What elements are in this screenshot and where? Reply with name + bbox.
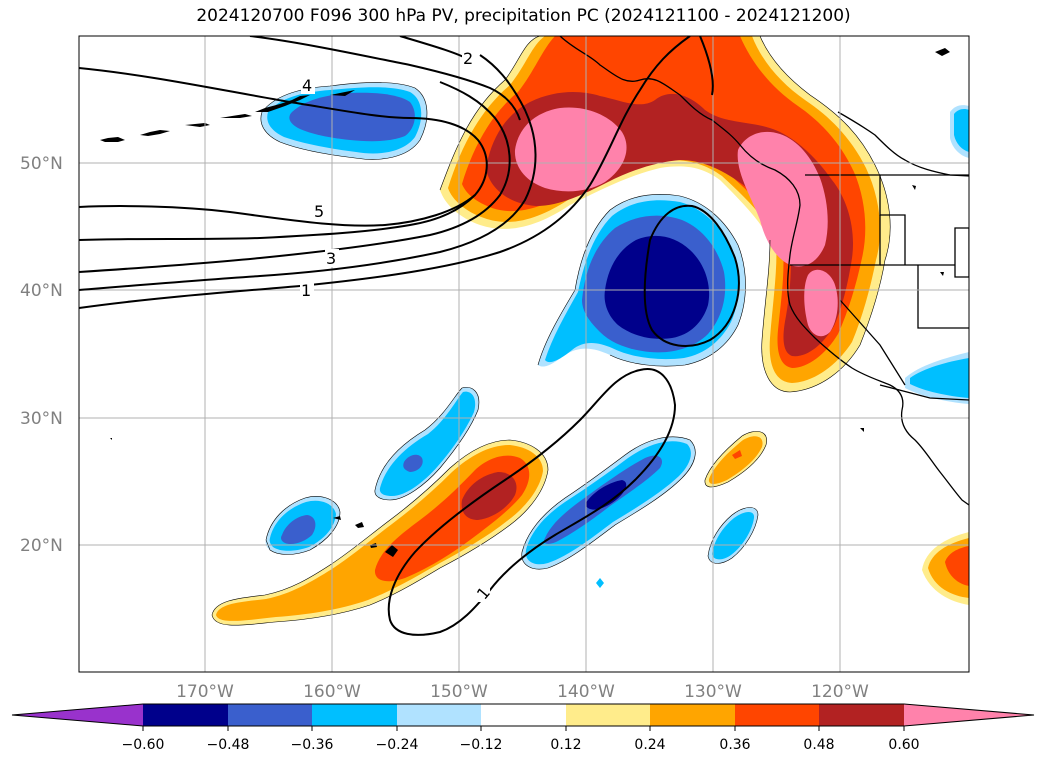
colorbar-tick-label: −0.24 — [376, 737, 419, 753]
colorbar-tick-label: −0.36 — [291, 737, 334, 753]
pv-contours — [79, 36, 740, 636]
precip-positive-north — [440, 36, 891, 392]
lat-label: 50°N — [20, 154, 63, 174]
colorbar-tick-label: −0.48 — [207, 737, 250, 753]
colorbar-tick-label: 0.24 — [634, 737, 665, 753]
contour-label: 1 — [301, 281, 311, 300]
precip-negative-center — [538, 194, 746, 367]
contour-label: 2 — [463, 49, 473, 68]
lon-label: 140°W — [557, 682, 615, 702]
colorbar-extend-low — [12, 704, 143, 726]
lon-label: 120°W — [811, 682, 869, 702]
colorbar-tick-label: −0.60 — [122, 737, 165, 753]
lon-label: 170°W — [176, 682, 234, 702]
colorbar-segment — [143, 704, 228, 726]
graticule — [79, 36, 969, 672]
colorbar-tick-label: 0.48 — [803, 737, 834, 753]
contour-label: 3 — [326, 249, 336, 268]
colorbar-tick-label: −0.12 — [460, 737, 503, 753]
colorbar-tick-label: 0.36 — [719, 737, 750, 753]
map-field: 2 4 5 3 1 1 — [79, 36, 969, 672]
colorbar-segment — [735, 704, 819, 726]
lat-label: 40°N — [20, 281, 63, 301]
map-frame — [78, 35, 970, 673]
lat-label: 30°N — [20, 409, 63, 429]
colorbar-segment — [819, 704, 904, 726]
colorbar-segment — [228, 704, 312, 726]
coastlines — [559, 36, 969, 506]
lon-label: 150°W — [430, 682, 488, 702]
colorbar-tick-label: 0.60 — [888, 737, 919, 753]
colorbar-extend-high — [904, 704, 1034, 726]
colorbar-segment — [650, 704, 735, 726]
contour-label: 4 — [302, 76, 312, 95]
colorbar-segment — [397, 704, 481, 726]
colorbar-tick-label: 0.12 — [550, 737, 581, 753]
colorbar-segment — [481, 704, 566, 726]
colorbar-segment — [566, 704, 650, 726]
lon-label: 160°W — [303, 682, 361, 702]
lon-label: 130°W — [684, 682, 742, 702]
longitude-labels: 170°W 160°W 150°W 140°W 130°W 120°W — [176, 682, 869, 702]
lat-label: 20°N — [20, 536, 63, 556]
precip-outlines — [211, 36, 891, 626]
islands — [100, 48, 950, 557]
colorbar: −0.60 −0.48 −0.36 −0.24 −0.12 0.12 0.24 … — [11, 703, 1035, 753]
pv-contour-labels: 2 4 5 3 1 1 — [300, 49, 494, 603]
contour-label: 5 — [314, 202, 324, 221]
latitude-labels: 50°N 40°N 30°N 20°N — [20, 154, 63, 556]
map-title: 2024120700 F096 300 hPa PV, precipitatio… — [196, 6, 851, 26]
colorbar-segment — [312, 704, 397, 726]
